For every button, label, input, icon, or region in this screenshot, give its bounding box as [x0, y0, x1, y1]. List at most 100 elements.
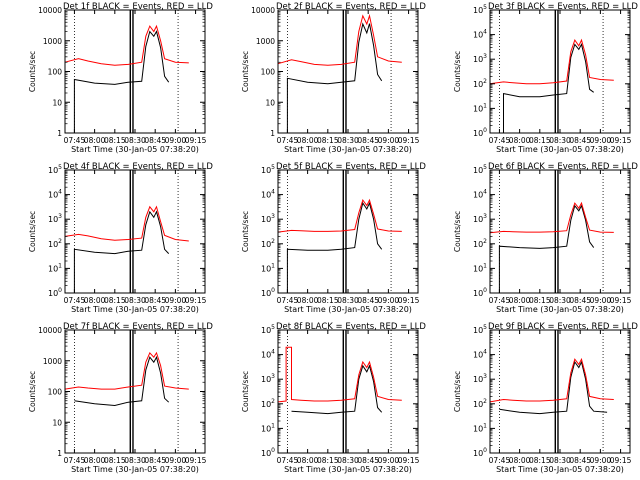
y-tick-label: 101 [261, 422, 275, 433]
x-tick-label: 09:00 [378, 296, 400, 305]
x-tick-label: 08:45 [357, 136, 379, 145]
x-tick-label: 08:45 [569, 456, 591, 465]
x-tick-label: 08:00 [297, 296, 319, 305]
series-black-events [286, 201, 383, 293]
y-tick-label: 104 [48, 189, 62, 200]
series-red-lld [489, 357, 614, 403]
x-tick-label: 09:15 [398, 456, 420, 465]
y-tick-label: 10 [52, 418, 62, 427]
series-red-lld [64, 205, 189, 242]
y-tick-label: 10000 [251, 6, 275, 15]
x-tick-label: 08:15 [317, 296, 339, 305]
plot-frame [277, 9, 419, 134]
y-tick-label: 1000 [43, 37, 62, 46]
y-axis-label: Counts/sec [453, 371, 462, 412]
x-tick-label: 09:15 [610, 456, 632, 465]
x-tick-label: 08:00 [84, 456, 106, 465]
x-tick-label: 08:30 [549, 136, 571, 145]
x-tick-label: 08:45 [569, 296, 591, 305]
x-tick-label: 07:45 [489, 296, 511, 305]
x-tick-label: 08:30 [337, 456, 359, 465]
x-tick-label: 08:15 [317, 136, 339, 145]
x-axis-label: Start Time (30-Jan-05 07:38:20) [71, 305, 199, 314]
x-tick-label: 09:15 [398, 136, 420, 145]
x-tick-label: 08:30 [337, 136, 359, 145]
x-tick-label: 08:15 [529, 296, 551, 305]
y-tick-label: 101 [261, 262, 275, 273]
y-tick-label: 102 [261, 398, 275, 409]
x-tick-label: 07:45 [277, 296, 299, 305]
y-tick-label: 103 [261, 213, 275, 224]
chart-panel-5: Det 5f BLACK = Events, RED = LLD 100 101 10… [241, 162, 426, 314]
series-red-lld [64, 351, 189, 390]
y-tick-label: 10000 [38, 326, 62, 335]
plot-frame [64, 9, 206, 134]
y-axis-label: Counts/sec [28, 51, 37, 92]
chart-title: Det 6f BLACK = Events, RED = LLD [488, 162, 638, 172]
x-tick-label: 07:45 [64, 136, 86, 145]
chart-panel-4: Det 4f BLACK = Events, RED = LLD 100 101 10… [28, 162, 213, 314]
y-axis-label: Counts/sec [241, 371, 250, 412]
x-tick-label: 09:15 [185, 136, 207, 145]
series-red-lld [489, 38, 614, 85]
chart-title: Det 5f BLACK = Events, RED = LLD [276, 162, 426, 172]
x-tick-label: 08:30 [549, 456, 571, 465]
chart-panel-6: Det 6f BLACK = Events, RED = LLD 100 101 10… [453, 162, 638, 314]
x-tick-label: 09:00 [590, 296, 612, 305]
series-red-lld [277, 198, 402, 233]
x-tick-label: 08:30 [337, 296, 359, 305]
x-tick-label: 08:15 [529, 456, 551, 465]
x-tick-label: 08:00 [297, 456, 319, 465]
y-tick-label: 104 [473, 29, 487, 40]
x-axis-label: Start Time (30-Jan-05 07:38:20) [71, 145, 199, 154]
series-black-events [73, 210, 170, 293]
y-tick-label: 1000 [43, 357, 62, 366]
series-black-events [291, 364, 383, 415]
x-tick-label: 09:00 [165, 456, 187, 465]
x-tick-label: 09:15 [398, 296, 420, 305]
x-tick-label: 09:00 [378, 136, 400, 145]
x-axis-label: Start Time (30-Jan-05 07:38:20) [71, 465, 199, 474]
x-tick-label: 08:45 [144, 296, 166, 305]
y-tick-label: 103 [473, 373, 487, 384]
chart-title: Det 8f BLACK = Events, RED = LLD [276, 322, 426, 332]
chart-title: Det 3f BLACK = Events, RED = LLD [488, 2, 638, 12]
x-tick-label: 09:00 [165, 136, 187, 145]
y-tick-label: 1 [57, 129, 62, 138]
x-tick-label: 07:45 [64, 456, 86, 465]
x-tick-label: 08:45 [144, 136, 166, 145]
chart-title: Det 1f BLACK = Events, RED = LLD [63, 2, 213, 12]
y-tick-label: 100 [48, 68, 63, 77]
x-tick-label: 08:00 [509, 136, 531, 145]
x-tick-label: 08:30 [124, 136, 146, 145]
x-tick-label: 07:45 [489, 456, 511, 465]
chart-panel-3: Det 3f BLACK = Events, RED = LLD 100 101 10… [453, 2, 638, 154]
chart-title: Det 2f BLACK = Events, RED = LLD [276, 2, 426, 12]
series-black-events [503, 43, 594, 133]
chart-panel-1: Det 1f BLACK = Events, RED = LLD 1 10 100 10… [28, 2, 213, 154]
y-tick-label: 104 [261, 349, 275, 360]
x-tick-label: 08:30 [124, 456, 146, 465]
series-red-lld [277, 346, 402, 403]
x-tick-label: 08:00 [509, 456, 531, 465]
x-tick-label: 08:15 [104, 136, 126, 145]
plot-frame [489, 329, 631, 454]
y-tick-label: 102 [48, 238, 62, 249]
y-tick-label: 101 [473, 422, 487, 433]
y-axis-label: Counts/sec [28, 371, 37, 412]
series-red-lld [64, 24, 189, 66]
x-axis-label: Start Time (30-Jan-05 07:38:20) [284, 305, 412, 314]
x-tick-label: 07:45 [64, 296, 86, 305]
y-tick-label: 105 [261, 164, 275, 175]
x-tick-label: 08:30 [124, 296, 146, 305]
y-tick-label: 105 [473, 164, 487, 175]
series-red-lld [489, 201, 614, 234]
y-tick-label: 102 [473, 78, 487, 89]
chart-panel-8: Det 8f BLACK = Events, RED = LLD 100 101 10… [241, 322, 426, 474]
y-tick-label: 104 [261, 189, 275, 200]
x-tick-label: 08:45 [569, 136, 591, 145]
y-tick-label: 104 [473, 189, 487, 200]
x-tick-label: 08:00 [84, 136, 106, 145]
